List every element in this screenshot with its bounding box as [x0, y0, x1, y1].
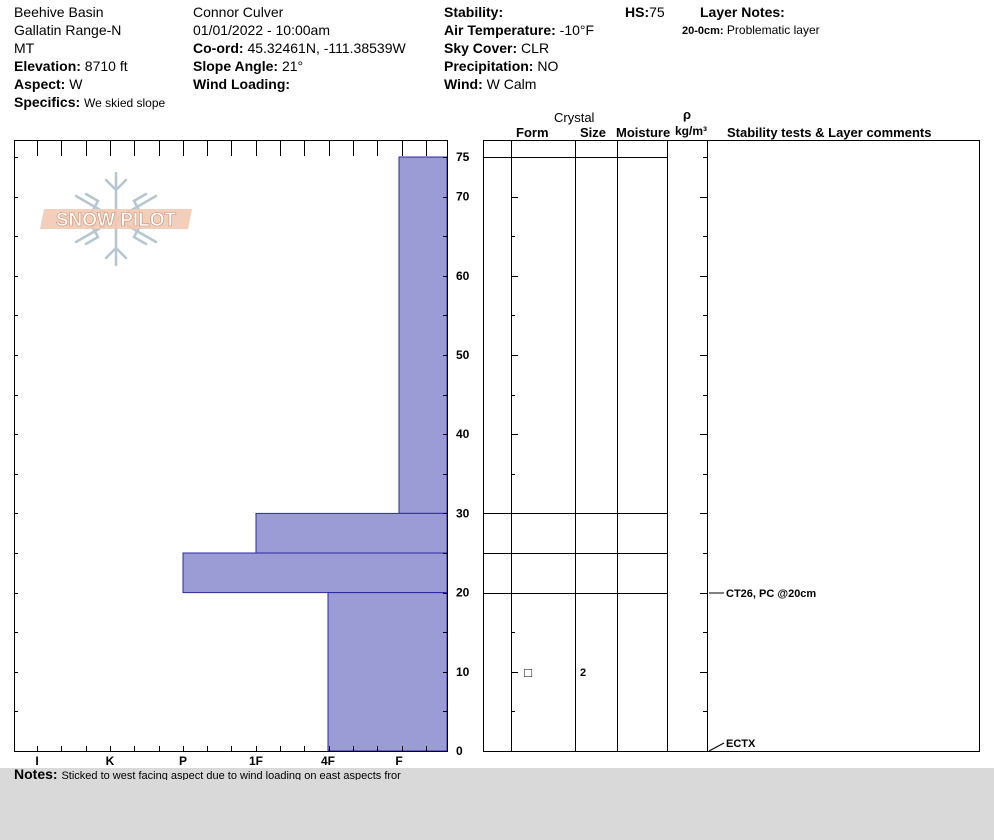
specifics-value: We skied slope	[84, 96, 166, 110]
hardness-plot-frame	[14, 140, 448, 752]
size-header: Size	[580, 125, 607, 140]
depth-tick-label: 50	[456, 348, 470, 362]
depth-tick-label: 10	[456, 665, 470, 679]
depth-tick-label: 20	[456, 586, 470, 600]
hardness-bar	[182, 552, 448, 594]
stability-tests: CT26, PC @20cm ECTX	[708, 588, 816, 752]
elevation-field: Elevation: 8710 ft	[14, 57, 128, 75]
slope-field: Slope Angle: 21°	[193, 57, 303, 75]
hardness-label: F	[395, 754, 402, 768]
depth-tick-label: 60	[456, 269, 470, 283]
hardness-label: K	[106, 754, 115, 768]
density-unit-header: kg/m³	[675, 124, 708, 138]
form-header: Form	[516, 125, 549, 140]
wind-value: W Calm	[486, 76, 537, 92]
notes-text: Sticked to west facing aspect due to win…	[61, 770, 401, 780]
depth-tick-label: 75	[456, 150, 470, 164]
coord-value: 45.32461N, -111.38539W	[247, 40, 406, 56]
aspect-label: Aspect:	[14, 76, 66, 92]
stability-test-label: ECTX	[726, 738, 756, 750]
aspect-field: Aspect: W	[14, 75, 82, 93]
density-rho-header: ρ	[683, 107, 692, 122]
logo-banner	[40, 209, 192, 229]
sky-label: Sky Cover:	[444, 40, 518, 56]
layer-notes-label: Layer Notes:	[700, 4, 785, 20]
page-footer-band	[0, 768, 994, 840]
location-name: Beehive Basin	[14, 4, 104, 20]
layer-note-text: Problematic layer	[726, 23, 820, 37]
state-name: MT	[14, 40, 35, 56]
hardness-bar	[327, 592, 448, 752]
sky-field: Sky Cover: CLR	[444, 39, 549, 57]
aspect-value: W	[69, 76, 83, 92]
airtemp-value: -10°F	[559, 22, 595, 38]
depth-tick-label: 30	[456, 506, 470, 520]
observation-datetime: 01/01/2022 - 10:00am	[193, 22, 330, 38]
specifics-field: Specifics: We skied slope	[14, 93, 165, 112]
notes-label: Notes:	[14, 766, 58, 780]
notes-field: Notes: Sticked to west facing aspect due…	[14, 765, 401, 780]
sky-value: CLR	[521, 40, 550, 56]
wind-field: Wind: W Calm	[444, 75, 536, 93]
precip-field: Precipitation: NO	[444, 57, 558, 75]
hardness-bars	[182, 156, 448, 752]
slope-label: Slope Angle:	[193, 58, 279, 74]
precip-label: Precipitation:	[444, 58, 534, 74]
wind-loading-label: Wind Loading:	[193, 76, 291, 92]
left-axis-ticks	[14, 157, 18, 712]
specifics-label: Specifics:	[14, 94, 81, 110]
stability-comments-frame	[707, 140, 980, 752]
observer-name: Connor Culver	[193, 4, 284, 20]
hs-value: 75	[649, 4, 665, 20]
slope-value: 21°	[281, 58, 304, 74]
stability-comments-header: Stability tests & Layer comments	[727, 125, 932, 140]
layer-note: 20-0cm: Problematic layer	[682, 22, 820, 39]
airtemp-label: Air Temperature:	[444, 22, 556, 38]
hs-field: HS:75	[625, 3, 665, 21]
depth-axis: 0 10 20 30 40 50 60 70 75	[443, 150, 470, 758]
stability-test-label: CT26, PC @20cm	[726, 588, 816, 600]
hardness-label: 1F	[249, 754, 263, 768]
hardness-bar	[398, 156, 448, 514]
range-name: Gallatin Range-N	[14, 22, 122, 38]
elevation-label: Elevation:	[14, 58, 81, 74]
bottom-axis-ticks	[37, 746, 427, 751]
stability-test-arrow	[708, 742, 725, 752]
layer-boundary-lines	[483, 157, 667, 594]
notes-overflow-mask	[440, 768, 450, 780]
stability-label: Stability:	[444, 4, 504, 20]
hardness-label: P	[179, 754, 187, 768]
hardness-label: 4F	[321, 754, 335, 768]
crystal-header: Crystal	[554, 110, 595, 125]
precip-value: NO	[537, 58, 559, 74]
density-column	[667, 140, 708, 752]
top-axis-ticks	[37, 141, 427, 156]
elevation-value: 8710 ft	[84, 58, 128, 74]
logo-text: SNOW PILOT	[56, 210, 177, 231]
layer-note-depth: 20-0cm:	[682, 25, 724, 37]
coord-label: Co-ord:	[193, 40, 244, 56]
wind-label: Wind:	[444, 76, 483, 92]
hs-label: HS:	[625, 4, 650, 20]
hardness-bar	[255, 512, 448, 554]
hardness-label: I	[35, 754, 38, 768]
depth-tick-label: 40	[456, 427, 470, 441]
hardness-axis-labels: I K P 1F 4F F	[35, 754, 402, 768]
crystal-form: □	[524, 665, 532, 680]
depth-tick-label: 70	[456, 190, 470, 204]
crystal-rows: □ 2	[524, 665, 586, 680]
coord-field: Co-ord: 45.32461N, -111.38539W	[193, 39, 406, 57]
table-depth-ticks	[511, 157, 707, 712]
moisture-header: Moisture	[616, 125, 671, 140]
airtemp-field: Air Temperature: -10°F	[444, 21, 594, 39]
depth-tick-label: 0	[456, 744, 463, 758]
snowpilot-logo: SNOW PILOT	[40, 171, 192, 267]
crystal-size: 2	[580, 667, 586, 679]
